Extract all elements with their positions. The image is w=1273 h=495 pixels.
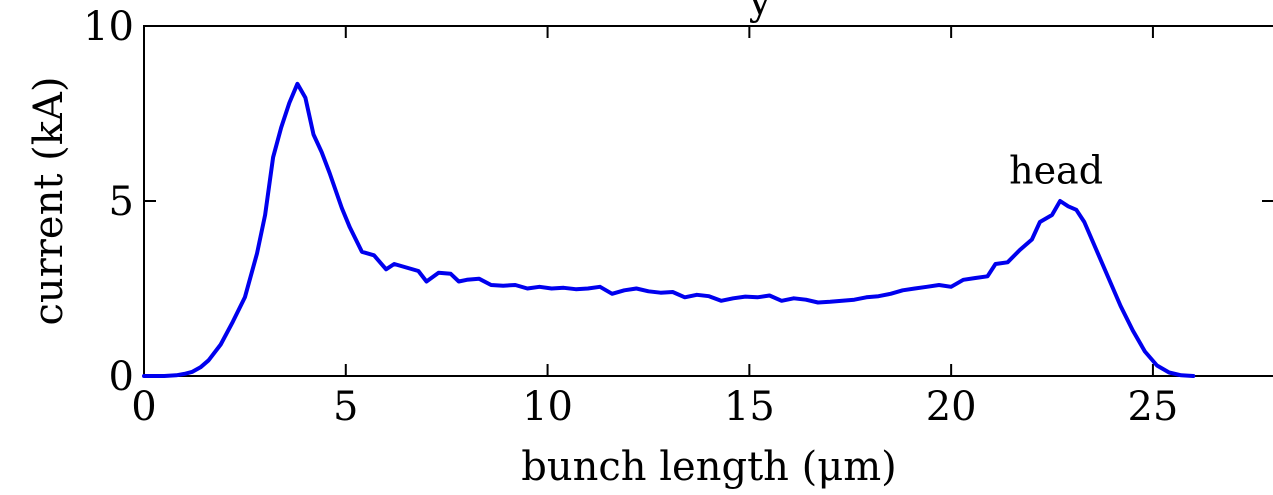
axis-tick-labels: 0 5 10 15 20 25 0 5 10 xyxy=(83,4,1178,430)
series-line xyxy=(142,81,1196,378)
y-axis-label: current (kA) xyxy=(26,77,72,326)
x-tick-label: 20 xyxy=(926,384,977,430)
x-axis-label: bunch length (μm) xyxy=(521,444,897,490)
x-tick-label: 15 xyxy=(724,384,775,430)
y-tick-label: 0 xyxy=(109,354,134,400)
annotation-head: head xyxy=(1009,149,1103,193)
x-tick-label: 0 xyxy=(131,384,156,430)
chart-title: y xyxy=(748,0,772,24)
x-tick-label: 25 xyxy=(1127,384,1178,430)
x-tick-label: 5 xyxy=(333,384,358,430)
x-tick-label: 10 xyxy=(522,384,573,430)
y-tick-label: 5 xyxy=(109,179,134,225)
axis-ticks xyxy=(143,25,1273,377)
plot-area-frame xyxy=(143,25,1273,377)
y-tick-label: 10 xyxy=(83,4,134,50)
